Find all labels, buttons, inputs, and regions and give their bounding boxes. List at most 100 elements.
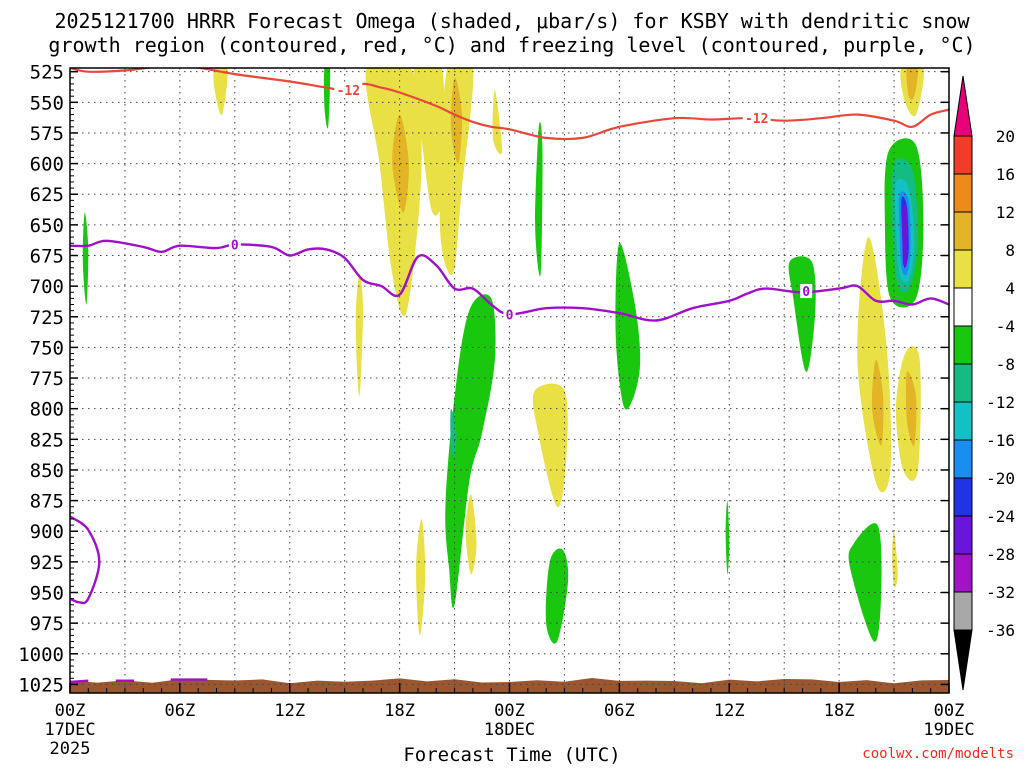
freezing-level-contour-surface — [70, 678, 208, 684]
y-tick-label-950: 950 — [30, 583, 64, 605]
colorbar-swatch-4 — [953, 249, 973, 289]
colorbar-label-10: -24 — [986, 507, 1015, 526]
omega-region-21 — [445, 294, 496, 609]
freezing-contour-label-bg-1 — [503, 307, 516, 322]
colorbar-swatch-7 — [953, 363, 973, 403]
y-tick-label-800: 800 — [30, 399, 64, 421]
colorbar-swatch-13 — [953, 591, 973, 631]
freezing-level-contour-line — [70, 239, 949, 322]
colorbar-swatch-12 — [953, 553, 973, 593]
y-axis: 525 550 575 600 625 650 675 700 725 750 775 800 825 8… — [18, 62, 949, 696]
y-tick-label-975: 975 — [30, 613, 64, 635]
y-tick-label-525: 525 — [30, 62, 64, 84]
colorbar-swatch-2 — [953, 173, 973, 213]
dgz-contour-label-1: -12 — [745, 112, 768, 127]
omega-region-15 — [871, 359, 884, 446]
colorbar-label-9: -20 — [986, 469, 1015, 488]
y-tick-label-1025: 1025 — [18, 674, 64, 696]
x-tick-label-2: 12Z — [274, 701, 305, 721]
omega-region-23 — [545, 548, 569, 644]
chart-title-line-2: growth region (contoured, red, °C) and f… — [48, 33, 976, 57]
colorbar-label-13: -36 — [986, 621, 1015, 640]
colorbar-label-1: 16 — [996, 165, 1015, 184]
freezing-contour-label-1: 0 — [506, 308, 514, 323]
colorbar-swatch-9 — [953, 439, 973, 479]
omega-region-22 — [615, 242, 641, 410]
freezing-level-contour-low — [70, 515, 101, 605]
colorbar-label-4: 4 — [1005, 279, 1015, 298]
y-tick-label-900: 900 — [30, 521, 64, 543]
colorbar-label-12: -32 — [986, 583, 1015, 602]
x-date-label-8: 19DEC — [923, 720, 974, 740]
y-tick-label-600: 600 — [30, 154, 64, 176]
colorbar-label-5: -4 — [996, 317, 1015, 336]
omega-region-6 — [532, 383, 568, 508]
y-tick-label-775: 775 — [30, 368, 64, 390]
dgz-contour-line — [70, 68, 949, 141]
x-tick-label-8: 00Z — [934, 701, 965, 721]
freezing-contour-label-0: 0 — [231, 238, 239, 253]
y-tick-label-550: 550 — [30, 92, 64, 114]
contour-layer: -12 -12 0 0 0 — [70, 68, 949, 684]
colorbar-label-0: 20 — [996, 127, 1015, 146]
omega-region-25 — [725, 500, 730, 575]
colorbar-label-3: 8 — [1005, 241, 1015, 260]
colorbar: 20 16 12 8 4 -4 -8 -12 -16 -20 -24 -28 -32 -36 — [953, 75, 1015, 691]
colorbar-swatch-11 — [953, 515, 973, 555]
x-tick-label-7: 18Z — [824, 701, 855, 721]
y-tick-label-750: 750 — [30, 337, 64, 359]
y-tick-label-575: 575 — [30, 123, 64, 145]
y-tick-label-825: 825 — [30, 429, 64, 451]
dgz-contour-label-bg-1 — [742, 111, 771, 126]
colorbar-label-7: -12 — [986, 393, 1015, 412]
chart-title-line-1: 2025121700 HRRR Forecast Omega (shaded, … — [54, 9, 970, 33]
omega-region-1 — [365, 68, 422, 317]
omega-region-14 — [450, 77, 462, 164]
x-date-label-0: 17DEC — [44, 720, 95, 740]
x-tick-label-5: 06Z — [604, 701, 635, 721]
y-tick-label-850: 850 — [30, 460, 64, 482]
x-tick-label-1: 06Z — [165, 701, 196, 721]
omega-region-7 — [465, 494, 477, 575]
omega-region-20 — [535, 122, 543, 277]
omega-region-18 — [82, 212, 89, 305]
y-tick-label-925: 925 — [30, 552, 64, 574]
y-tick-label-650: 650 — [30, 215, 64, 237]
omega-region-26 — [848, 523, 882, 642]
y-tick-label-1000: 1000 — [18, 644, 64, 666]
omega-region-2 — [413, 68, 446, 216]
colorbar-swatch-10 — [953, 477, 973, 517]
freezing-contour-label-2: 0 — [802, 285, 810, 300]
colorbar-label-6: -8 — [996, 355, 1015, 374]
dgz-contour-label-0: -12 — [337, 84, 360, 99]
x-date-label-4: 18DEC — [484, 720, 535, 740]
y-tick-label-700: 700 — [30, 276, 64, 298]
y-tick-label-725: 725 — [30, 307, 64, 329]
colorbar-swatch-1 — [953, 135, 973, 175]
x-tick-label-3: 18Z — [384, 701, 415, 721]
x-year-label-0: 2025 — [50, 739, 91, 759]
freezing-contour-label-bg-0 — [228, 237, 241, 252]
colorbar-label-2: 12 — [996, 203, 1015, 222]
colorbar-swatch-8 — [953, 401, 973, 441]
y-tick-label-875: 875 — [30, 491, 64, 513]
x-tick-label-4: 00Z — [494, 701, 525, 721]
y-tick-label-675: 675 — [30, 246, 64, 268]
colorbar-swatch-5 — [953, 287, 973, 327]
colorbar-swatch-3 — [953, 211, 973, 251]
omega-region-5 — [355, 273, 363, 397]
freezing-contour-label-bg-2 — [800, 284, 813, 299]
y-tick-label-625: 625 — [30, 184, 64, 206]
omega-region-8 — [416, 518, 426, 636]
site-credit: coolwx.com/modelts — [862, 746, 1014, 762]
colorbar-swatch-6 — [953, 325, 973, 365]
x-axis-title: Forecast Time (UTC) — [403, 744, 621, 766]
omega-region-19 — [323, 68, 331, 129]
omega-region-4 — [492, 90, 503, 155]
colorbar-swatch-0 — [953, 75, 973, 137]
omega-region-28 — [450, 408, 457, 459]
omega-region-17 — [906, 68, 919, 100]
omega-region-0 — [213, 68, 228, 115]
